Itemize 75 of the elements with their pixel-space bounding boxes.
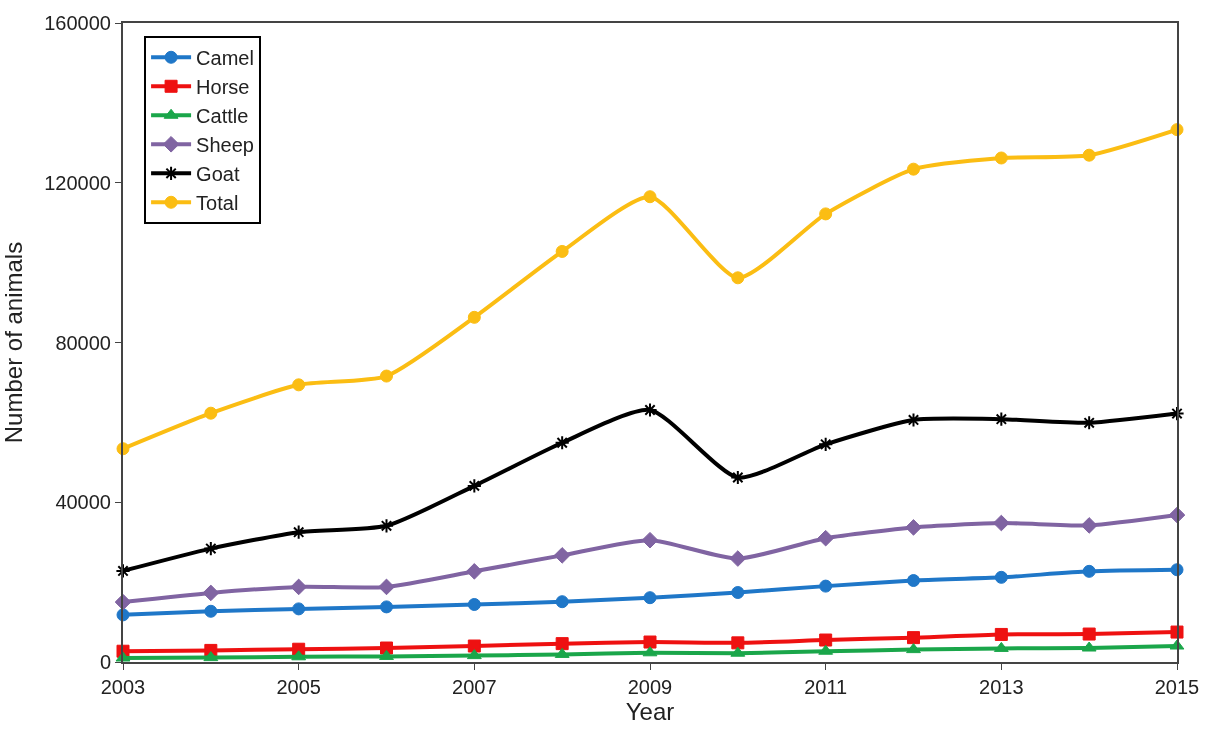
y-tick-label: 160000	[44, 12, 111, 34]
point	[115, 563, 131, 579]
point	[907, 631, 920, 645]
point	[994, 151, 1008, 165]
point	[819, 207, 833, 221]
point	[554, 435, 570, 451]
point	[553, 547, 571, 564]
point	[907, 574, 920, 588]
x-tick-label: 2015	[1154, 676, 1200, 698]
point	[994, 570, 1008, 584]
point	[1080, 517, 1098, 534]
point	[378, 518, 395, 534]
point	[204, 604, 218, 618]
y-tick-label: 40000	[55, 491, 111, 514]
point	[1170, 625, 1184, 639]
point	[905, 519, 922, 536]
point	[729, 550, 747, 567]
point	[1082, 148, 1096, 162]
point	[467, 639, 481, 653]
point	[203, 540, 219, 557]
point	[1082, 627, 1096, 641]
y-tick-label: 120000	[44, 171, 111, 194]
legend-label: Total	[196, 192, 239, 215]
point	[290, 578, 307, 596]
point	[818, 436, 834, 452]
point	[643, 635, 657, 649]
point	[291, 524, 307, 540]
point	[202, 584, 220, 602]
point	[819, 579, 833, 593]
point	[467, 310, 481, 324]
legend-label: Camel	[196, 47, 254, 70]
point	[380, 600, 393, 614]
x-tick-label: 2005	[276, 676, 321, 698]
point	[643, 190, 657, 204]
point	[731, 636, 745, 650]
point	[555, 244, 569, 258]
legend-label: Goat	[196, 163, 240, 186]
point	[1081, 415, 1097, 431]
point	[993, 514, 1010, 532]
y-tick-label: 0	[99, 651, 111, 673]
legend-label: Cattle	[196, 105, 249, 128]
x-tick-label: 2011	[804, 676, 848, 698]
point	[555, 595, 569, 609]
y-axis-title: Number of animals	[0, 241, 27, 444]
point	[555, 637, 569, 651]
point	[1082, 564, 1096, 578]
point	[204, 406, 218, 420]
point	[378, 578, 395, 596]
point	[641, 531, 659, 549]
point	[379, 649, 394, 660]
point	[994, 627, 1008, 641]
point	[466, 563, 483, 580]
point	[817, 529, 834, 547]
point	[731, 586, 745, 599]
point	[907, 162, 920, 176]
point	[731, 271, 745, 285]
point	[292, 378, 306, 392]
point	[642, 402, 658, 418]
point	[906, 643, 921, 654]
point	[380, 369, 393, 383]
point	[467, 597, 481, 611]
point	[292, 602, 306, 616]
legend-label: Sheep	[196, 134, 254, 157]
x-axis-title: Year	[625, 698, 675, 725]
x-tick-label: 2003	[100, 676, 146, 698]
y-tick-label: 80000	[55, 331, 111, 354]
point	[466, 478, 482, 494]
point	[643, 591, 657, 605]
point	[1169, 405, 1185, 422]
x-tick-label: 2013	[979, 676, 1024, 698]
point	[819, 633, 833, 647]
x-tick-label: 2007	[452, 676, 497, 698]
legend-label: Horse	[196, 76, 250, 99]
x-tick-label: 2009	[627, 676, 673, 698]
point	[730, 469, 746, 486]
